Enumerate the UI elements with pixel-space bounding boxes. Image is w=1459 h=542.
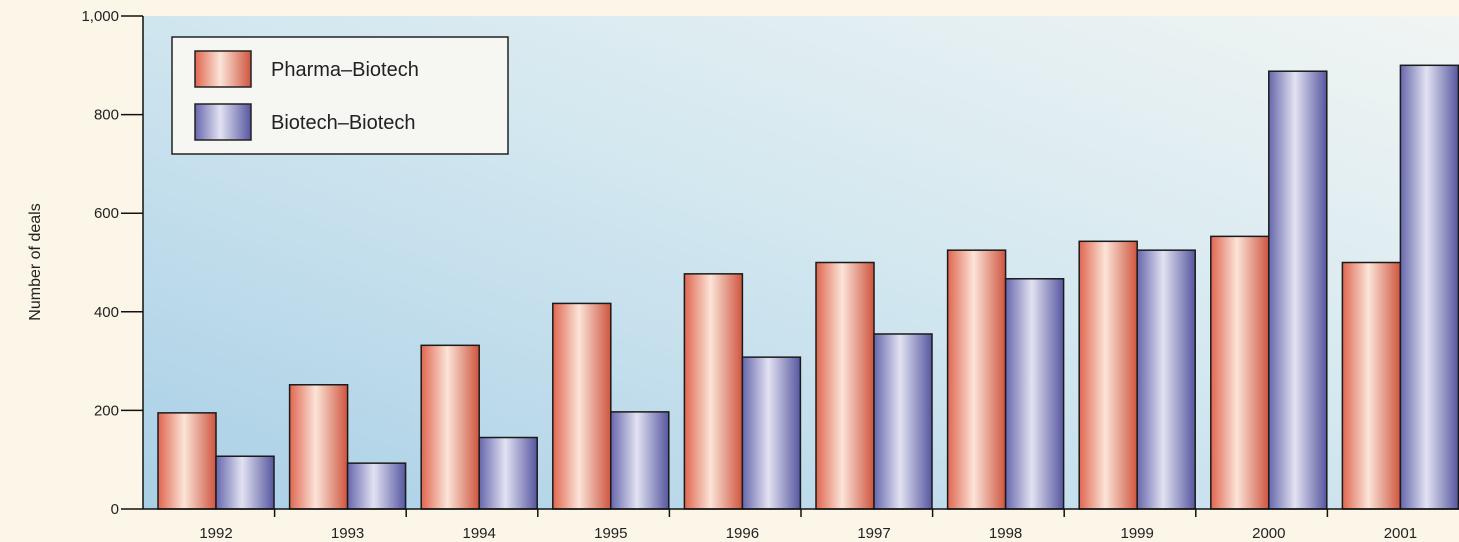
legend: Pharma–Biotech Biotech–Biotech [171,36,509,155]
y-tick-label: 0 [111,501,119,518]
x-tick-label: 1999 [1121,525,1154,542]
bar-biotech-biotech-1995 [610,411,670,510]
bar-biotech-biotech-1993 [346,462,407,510]
x-tick-label: 1993 [331,525,364,542]
x-tick-label: 2000 [1252,525,1285,542]
x-tick-label: 2001 [1384,525,1417,542]
y-tick-label: 400 [94,304,119,321]
y-axis-title: Number of deals [27,203,44,320]
y-tick-label: 200 [94,402,119,419]
bar-pharma-biotech-1995 [552,302,612,510]
bar-biotech-biotech-1997 [873,333,933,510]
x-tick-label: 1998 [989,525,1022,542]
x-tick-label: 1995 [594,525,627,542]
bar-biotech-biotech-1998 [1004,278,1065,510]
bar-pharma-biotech-1999 [1078,240,1138,510]
legend-swatch-pharma-biotech [194,50,252,88]
y-ticks: 0 200 400 600 800 1,000 [81,8,143,518]
bar-biotech-biotech-1992 [215,455,275,510]
bar-pharma-biotech-2000 [1210,235,1270,510]
x-tick-label: 1996 [726,525,759,542]
bars-layer [157,64,1459,510]
x-ticks: 1992 1993 1994 1995 1996 1997 1998 1999 2000 2001 [199,509,1417,542]
legend-label-pharma-biotech: Pharma–Biotech [271,59,419,81]
bar-pharma-biotech-1993 [288,384,349,510]
bar-pharma-biotech-1996 [683,273,744,510]
x-tick-label: 1992 [199,525,232,542]
y-tick-label: 600 [94,205,119,222]
bar-biotech-biotech-1999 [1136,249,1196,510]
legend-label-biotech-biotech: Biotech–Biotech [271,112,416,134]
bar-pharma-biotech-2001 [1341,261,1402,510]
bar-biotech-biotech-1996 [741,356,802,510]
bar-pharma-biotech-1997 [815,261,875,510]
y-tick-label: 1,000 [81,8,119,25]
bar-pharma-biotech-1992 [157,412,217,510]
x-tick-label: 1994 [463,525,496,542]
bar-biotech-biotech-1994 [478,436,538,510]
legend-swatch-biotech-biotech [194,103,252,141]
bar-biotech-biotech-2001 [1399,64,1459,510]
x-tick-label: 1997 [857,525,890,542]
bar-pharma-biotech-1994 [420,344,480,510]
y-tick-label: 800 [94,107,119,124]
bar-pharma-biotech-1998 [946,249,1007,510]
bar-biotech-biotech-2000 [1268,70,1328,510]
